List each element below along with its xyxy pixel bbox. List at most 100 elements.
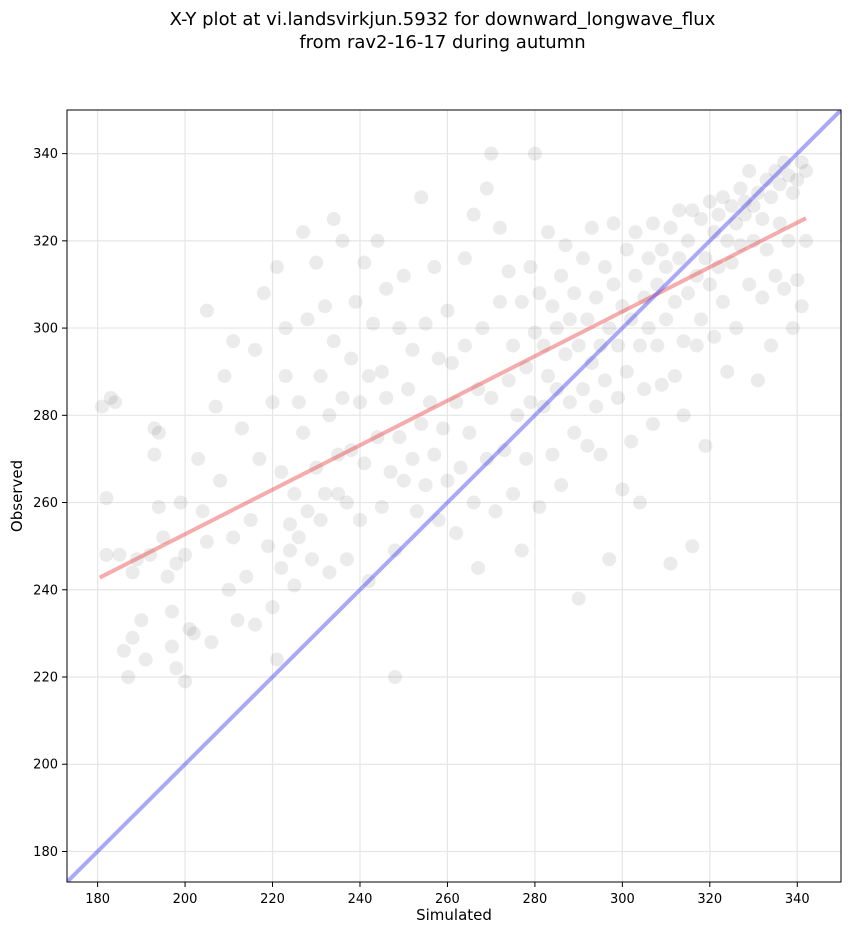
data-point bbox=[121, 670, 136, 685]
data-point bbox=[449, 395, 464, 410]
data-point bbox=[466, 207, 481, 222]
data-point bbox=[287, 578, 302, 593]
data-point bbox=[234, 421, 249, 436]
data-point bbox=[352, 395, 367, 410]
data-point bbox=[427, 447, 442, 462]
data-point bbox=[436, 421, 451, 436]
data-point bbox=[147, 421, 162, 436]
data-point bbox=[191, 451, 206, 466]
data-point bbox=[344, 351, 359, 366]
data-point bbox=[707, 329, 722, 344]
y-tick-label: 180 bbox=[33, 845, 58, 860]
data-point bbox=[492, 294, 507, 309]
data-point bbox=[702, 277, 717, 292]
data-point bbox=[405, 342, 420, 357]
data-point bbox=[331, 447, 346, 462]
data-point bbox=[291, 395, 306, 410]
data-point bbox=[768, 164, 783, 179]
data-point bbox=[431, 351, 446, 366]
data-point bbox=[799, 164, 814, 179]
data-point bbox=[768, 268, 783, 283]
data-point bbox=[645, 216, 660, 231]
data-point bbox=[479, 181, 494, 196]
data-point bbox=[457, 251, 472, 266]
data-point bbox=[549, 321, 564, 336]
data-point bbox=[541, 369, 556, 384]
data-point bbox=[422, 395, 437, 410]
data-point bbox=[217, 369, 232, 384]
data-point bbox=[335, 233, 350, 248]
data-point bbox=[300, 504, 315, 519]
data-point bbox=[707, 225, 722, 240]
data-point bbox=[532, 499, 547, 514]
data-point bbox=[593, 338, 608, 353]
data-point bbox=[409, 504, 424, 519]
data-point bbox=[431, 512, 446, 527]
data-point bbox=[160, 569, 175, 584]
x-tick-label: 180 bbox=[85, 892, 110, 907]
x-tick-label: 240 bbox=[348, 892, 373, 907]
data-point bbox=[248, 617, 263, 632]
data-point bbox=[527, 325, 542, 340]
data-point bbox=[659, 312, 674, 327]
data-point bbox=[790, 273, 805, 288]
data-point bbox=[322, 565, 337, 580]
data-point bbox=[764, 338, 779, 353]
data-point bbox=[497, 443, 512, 458]
fit-line bbox=[98, 216, 807, 580]
data-point bbox=[632, 338, 647, 353]
data-point bbox=[624, 312, 639, 327]
data-point bbox=[125, 565, 140, 580]
data-point bbox=[291, 530, 306, 545]
data-point bbox=[737, 194, 752, 209]
data-point bbox=[523, 395, 538, 410]
data-point bbox=[785, 321, 800, 336]
data-point bbox=[685, 203, 700, 218]
x-tick-label: 280 bbox=[522, 892, 547, 907]
data-point bbox=[637, 382, 652, 397]
x-tick-label: 340 bbox=[785, 892, 810, 907]
data-point bbox=[204, 635, 219, 650]
data-point bbox=[462, 425, 477, 440]
data-point bbox=[283, 517, 298, 532]
data-point bbox=[418, 316, 433, 331]
data-point bbox=[265, 395, 280, 410]
x-tick-label: 260 bbox=[435, 892, 460, 907]
data-point bbox=[641, 251, 656, 266]
data-point bbox=[685, 539, 700, 554]
data-point bbox=[733, 238, 748, 253]
data-point bbox=[772, 177, 787, 192]
data-point bbox=[755, 212, 770, 227]
data-point bbox=[501, 373, 516, 388]
data-point bbox=[558, 347, 573, 362]
data-point bbox=[514, 543, 529, 558]
data-point bbox=[650, 277, 665, 292]
data-point bbox=[278, 321, 293, 336]
data-point bbox=[379, 281, 394, 296]
y-tick-label: 220 bbox=[33, 671, 58, 686]
data-point bbox=[554, 478, 569, 493]
data-point bbox=[680, 286, 695, 301]
data-point bbox=[326, 334, 341, 349]
data-point bbox=[610, 338, 625, 353]
data-point bbox=[239, 569, 254, 584]
data-point bbox=[615, 482, 630, 497]
data-point bbox=[790, 172, 805, 187]
data-point bbox=[746, 198, 761, 213]
data-point bbox=[615, 299, 630, 314]
data-point bbox=[479, 451, 494, 466]
data-point bbox=[567, 286, 582, 301]
data-point bbox=[667, 294, 682, 309]
data-point bbox=[536, 399, 551, 414]
data-point bbox=[392, 430, 407, 445]
data-point bbox=[676, 334, 691, 349]
data-point bbox=[318, 299, 332, 314]
data-point bbox=[523, 260, 538, 275]
data-point bbox=[274, 560, 289, 575]
data-point bbox=[571, 338, 586, 353]
data-point bbox=[164, 639, 179, 654]
data-point bbox=[562, 395, 577, 410]
data-point bbox=[597, 373, 612, 388]
data-point bbox=[545, 299, 560, 314]
data-point bbox=[230, 613, 245, 628]
